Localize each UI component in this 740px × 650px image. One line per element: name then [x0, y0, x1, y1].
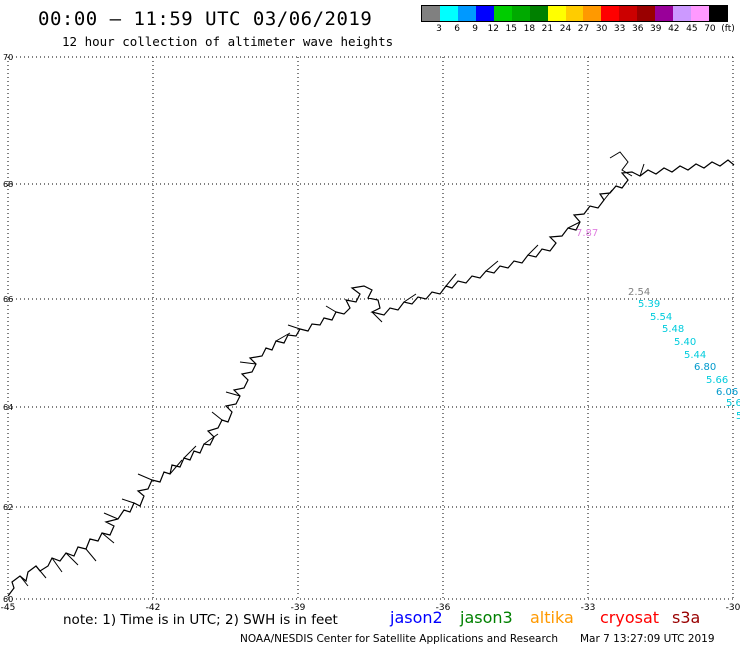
- legend-tick-label: 36: [631, 24, 644, 34]
- legend-tick-label: 18: [523, 24, 536, 34]
- latitude-labels: 70 68 66 64 62 60: [3, 53, 13, 604]
- legend-swatch: [493, 6, 512, 21]
- graticule-grid: [7, 56, 734, 600]
- color-scale-legend: 3 6 9 12 15 18 21 24 27 30 33 36 39 42 45 70 (ft): [421, 5, 735, 36]
- legend-tick-label: 70: [704, 24, 716, 34]
- legend-swatch: [457, 6, 476, 21]
- legend-swatch: [637, 6, 656, 21]
- legend-swatches: [421, 5, 728, 22]
- legend-swatch: [655, 6, 674, 21]
- legend-swatch: [565, 6, 584, 21]
- wave-height-label: 5.6: [726, 398, 740, 409]
- latitude-label: 68: [3, 180, 13, 189]
- greenland-coastline: [7, 159, 735, 597]
- legend-tick-label: 6: [454, 24, 460, 34]
- legend-tick-label: 9: [472, 24, 479, 34]
- satellite-legend-s3a: s3a: [672, 608, 701, 627]
- satellite-legend-cryosat: cryosat: [600, 608, 660, 627]
- greenland-fjords: [19, 151, 645, 587]
- legend-tick-label: (ft): [721, 24, 735, 34]
- wave-height-label: 5.39: [638, 299, 660, 310]
- longitude-label: -42: [146, 603, 161, 613]
- legend-ticks: 3 6 9 12 15 18 21 24 27 30 33 36 39 42 45 70 (ft): [421, 22, 735, 36]
- longitude-label: -45: [1, 603, 16, 613]
- wave-height-label: 5.66: [706, 375, 728, 386]
- wave-height-label: 5: [736, 411, 740, 422]
- latitude-label: 66: [3, 295, 13, 304]
- satellite-legend-jason2: jason2: [390, 608, 443, 627]
- legend-tick-label: 15: [505, 24, 518, 34]
- legend-swatch: [619, 6, 638, 21]
- credit-text: NOAA/NESDIS Center for Satellite Applica…: [240, 633, 558, 645]
- legend-swatch: [673, 6, 692, 21]
- wave-height-label: 7.87: [576, 228, 598, 239]
- legend-swatch: [439, 6, 458, 21]
- page-subtitle: 12 hour collection of altimeter wave hei…: [62, 34, 394, 49]
- legend-swatch: [691, 6, 709, 21]
- longitude-labels: -45 -42 -39 -36 -33 -30: [1, 603, 740, 613]
- footer-note: note: 1) Time is in UTC; 2) SWH is in fe…: [63, 612, 338, 628]
- observation-labels: 7.87 2.545.39 5.545.48 5.40 5.446.80 5.666.06…: [576, 228, 740, 422]
- wave-height-label: 5.40: [674, 337, 696, 348]
- wave-height-label: 6.80: [694, 362, 716, 373]
- page-title: 00:00 – 11:59 UTC 03/06/2019: [38, 8, 373, 30]
- satellite-legend-jason3: jason3: [460, 608, 513, 627]
- longitude-label: -39: [291, 603, 306, 613]
- wave-height-label: 5.48: [662, 324, 684, 335]
- legend-tick-label: 39: [650, 24, 662, 34]
- legend-tick-label: 27: [577, 24, 590, 34]
- legend-tick-label: 21: [541, 24, 554, 34]
- latitude-label: 60: [3, 595, 13, 604]
- legend-swatch: [529, 6, 548, 21]
- wave-height-label: 2.54: [628, 287, 650, 298]
- legend-swatch: [511, 6, 530, 21]
- legend-swatch: [583, 6, 602, 21]
- generated-timestamp: Mar 7 13:27:09 UTC 2019: [580, 633, 715, 645]
- legend-tick-label: 33: [613, 24, 626, 34]
- legend-tick-label: 45: [686, 24, 698, 34]
- legend-tick-label: 42: [668, 24, 680, 34]
- legend-swatch: [709, 6, 727, 21]
- wave-height-label: 5.44: [684, 350, 706, 361]
- legend-tick-label: 30: [595, 24, 608, 34]
- legend-tick-label: 3: [436, 24, 442, 34]
- legend-swatch: [422, 6, 440, 21]
- legend-swatch: [601, 6, 620, 21]
- legend-tick-label: 24: [559, 24, 572, 34]
- legend-swatch: [547, 6, 566, 21]
- longitude-label: -36: [436, 603, 451, 613]
- legend-tick-label: 12: [487, 24, 499, 34]
- wave-height-label: 6.06: [716, 387, 738, 398]
- longitude-label: -33: [581, 603, 596, 613]
- latitude-label: 64: [3, 403, 13, 412]
- legend-swatch: [475, 6, 494, 21]
- satellite-legend-altika: altika: [530, 608, 574, 627]
- latitude-label: 62: [3, 503, 13, 512]
- wave-height-label: 5.54: [650, 312, 672, 323]
- longitude-label: -30: [726, 603, 740, 613]
- latitude-label: 70: [3, 53, 13, 62]
